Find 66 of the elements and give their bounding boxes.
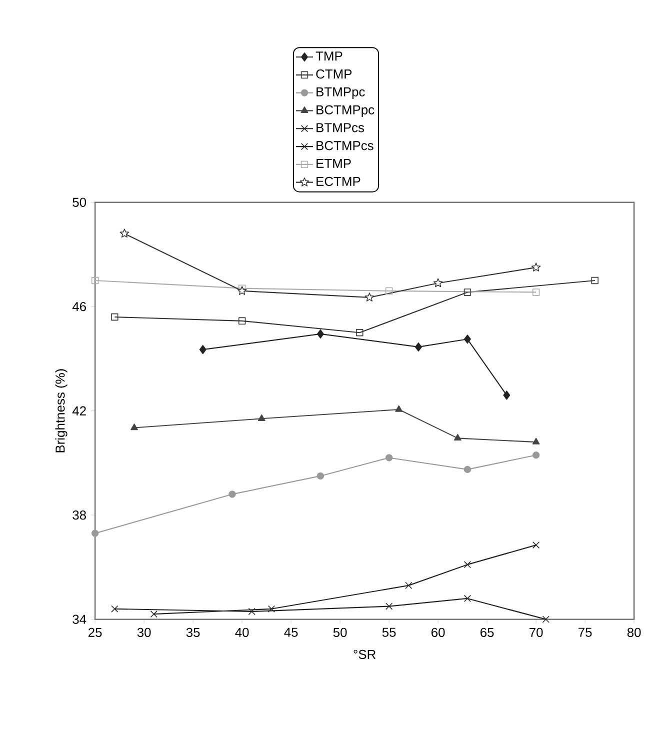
point xyxy=(316,472,324,480)
legend-label: BTMPpc xyxy=(316,87,365,99)
y-tick-label: 50 xyxy=(72,198,86,207)
legend-label: CTMP xyxy=(316,69,352,79)
x-axis-title: °SR xyxy=(354,650,376,660)
point xyxy=(364,292,374,302)
y-tick-label: 34 xyxy=(72,614,86,624)
point xyxy=(111,605,118,612)
legend-label: ETMP xyxy=(316,159,351,168)
point xyxy=(531,262,541,272)
x-tick-label: 35 xyxy=(186,628,200,637)
point xyxy=(91,276,99,284)
point xyxy=(91,530,99,537)
point xyxy=(503,390,510,400)
point xyxy=(591,276,598,284)
x-tick-label: 40 xyxy=(235,628,249,637)
point xyxy=(464,594,472,602)
point xyxy=(395,405,403,412)
y-tick-label: 46 xyxy=(72,302,86,312)
point xyxy=(433,278,443,288)
point xyxy=(237,286,247,295)
point xyxy=(199,345,206,354)
point xyxy=(356,329,364,336)
point xyxy=(542,616,550,623)
x-tick-label: 75 xyxy=(578,628,592,637)
point xyxy=(268,605,276,612)
x-tick-label: 30 xyxy=(137,628,151,637)
legend-label: BCTMPcs xyxy=(316,141,374,150)
point xyxy=(316,329,324,338)
point xyxy=(532,438,540,444)
point xyxy=(130,424,138,430)
point xyxy=(385,602,393,610)
point xyxy=(532,288,540,296)
point xyxy=(405,582,412,590)
point xyxy=(414,342,422,352)
y-tick-label: 38 xyxy=(72,510,86,520)
point xyxy=(464,334,471,344)
point xyxy=(120,228,130,238)
point xyxy=(111,313,118,321)
x-tick-label: 45 xyxy=(284,628,298,637)
x-tick-label: 60 xyxy=(432,628,445,637)
point xyxy=(454,434,462,440)
x-tick-label: 55 xyxy=(382,628,396,637)
point xyxy=(228,490,236,498)
y-tick-label: 42 xyxy=(72,406,86,416)
point xyxy=(150,610,158,618)
point xyxy=(238,317,246,325)
x-tick-label: 50 xyxy=(333,628,347,637)
point xyxy=(464,561,472,568)
x-tick-label: 70 xyxy=(530,628,543,637)
y-axis-title: Brightness (%) xyxy=(55,369,68,452)
x-tick-label: 65 xyxy=(480,628,494,637)
legend-label: TMP xyxy=(316,52,342,60)
legend-label: ECTMP xyxy=(316,176,360,186)
legend-label: BCTMPpc xyxy=(316,105,374,117)
point xyxy=(464,288,472,296)
point xyxy=(464,466,472,474)
x-tick-label: 25 xyxy=(88,628,102,637)
x-tick-label: 80 xyxy=(627,628,641,637)
point xyxy=(385,287,393,295)
point xyxy=(532,452,540,459)
point xyxy=(532,541,540,549)
point xyxy=(385,454,393,462)
legend-label: BTMPcs xyxy=(316,123,364,132)
point xyxy=(248,608,256,616)
point xyxy=(258,414,266,421)
